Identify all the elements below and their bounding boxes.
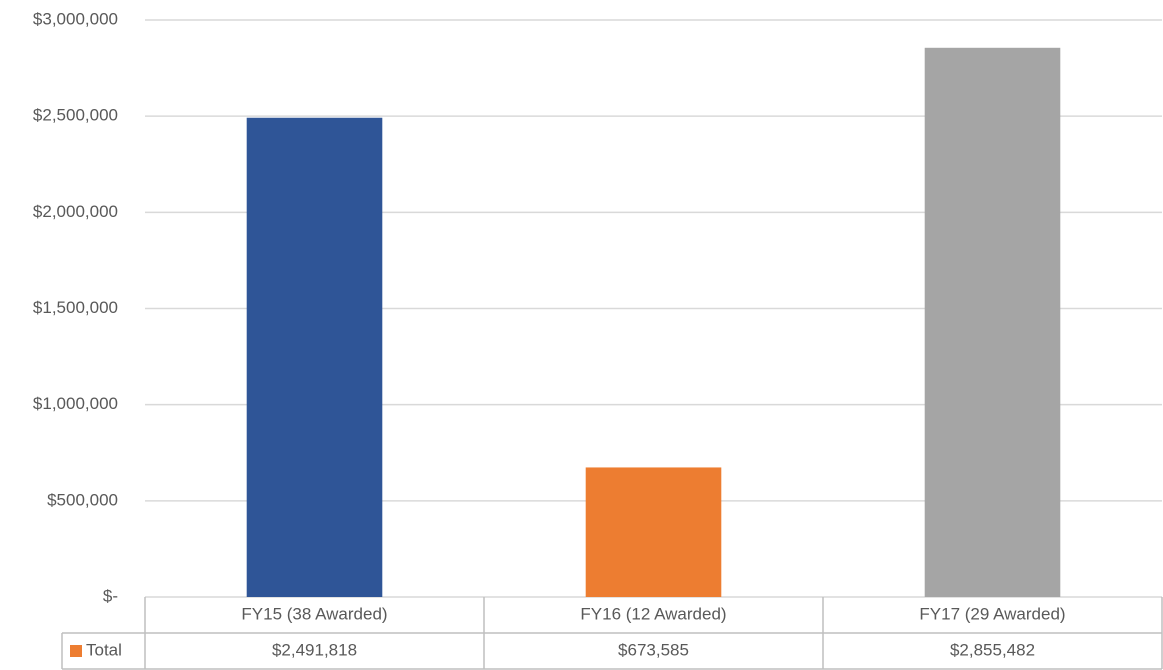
x-tick-label: FY15 (38 Awarded) xyxy=(241,604,387,623)
y-tick-label: $1,000,000 xyxy=(33,394,118,413)
x-tick-label: FY16 (12 Awarded) xyxy=(580,604,726,623)
y-tick-label: $2,000,000 xyxy=(33,202,118,221)
y-tick-label: $2,500,000 xyxy=(33,106,118,125)
table-value: $2,855,482 xyxy=(950,640,1035,659)
legend-label: Total xyxy=(86,640,122,659)
y-tick-label: $3,000,000 xyxy=(33,9,118,28)
legend-key xyxy=(70,645,82,657)
y-tick-label: $- xyxy=(103,586,118,605)
table-value: $2,491,818 xyxy=(272,640,357,659)
bar xyxy=(924,47,1061,597)
bar xyxy=(246,117,383,597)
bar xyxy=(585,467,722,597)
y-tick-label: $1,500,000 xyxy=(33,298,118,317)
y-tick-label: $500,000 xyxy=(47,490,118,509)
table-value: $673,585 xyxy=(618,640,689,659)
x-tick-label: FY17 (29 Awarded) xyxy=(919,604,1065,623)
